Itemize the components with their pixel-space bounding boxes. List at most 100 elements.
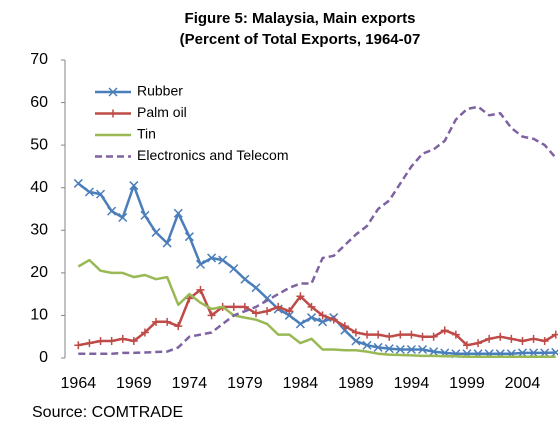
marker — [351, 328, 360, 337]
marker — [207, 253, 217, 263]
chart-subtitle: (Percent of Total Exports, 1964-07 — [180, 31, 421, 48]
marker — [96, 189, 106, 199]
marker — [118, 212, 128, 223]
marker — [151, 227, 161, 237]
legend-marker — [109, 109, 117, 118]
marker — [451, 330, 460, 339]
marker — [518, 336, 527, 345]
chart-title: Figure 5: Malaysia, Main exports — [185, 10, 416, 27]
marker — [551, 347, 558, 357]
x-tick-label: 1989 — [338, 375, 374, 392]
marker — [173, 208, 183, 218]
marker — [174, 322, 183, 331]
y-tick-label: 50 — [30, 136, 48, 153]
marker — [84, 187, 94, 197]
marker — [540, 336, 549, 345]
marker — [507, 334, 516, 343]
marker — [295, 319, 305, 329]
marker — [163, 317, 172, 326]
x-tick-label: 1979 — [227, 375, 263, 392]
marker — [474, 339, 483, 348]
marker — [307, 302, 316, 311]
y-tick-label: 20 — [30, 264, 48, 281]
marker — [296, 292, 305, 301]
marker — [318, 317, 328, 327]
marker — [240, 302, 249, 311]
marker — [196, 285, 205, 294]
marker — [263, 307, 272, 316]
marker — [329, 315, 338, 324]
series-line — [78, 288, 557, 347]
marker — [129, 336, 138, 345]
y-tick-label: 0 — [39, 349, 48, 366]
marker — [529, 334, 538, 343]
marker — [318, 311, 327, 320]
y-tick-label: 10 — [30, 307, 48, 324]
marker — [306, 313, 317, 323]
legend-label: Tin — [137, 126, 156, 142]
marker — [551, 330, 558, 339]
x-tick-label: 1964 — [61, 375, 97, 392]
marker — [229, 264, 239, 274]
marker — [274, 302, 283, 311]
x-tick-label: 1984 — [283, 375, 319, 392]
marker — [129, 181, 139, 191]
marker — [418, 332, 427, 341]
marker — [284, 310, 294, 320]
source-note: Source: COMTRADE — [32, 404, 183, 421]
marker — [118, 334, 127, 343]
marker — [407, 330, 416, 339]
marker — [340, 322, 349, 331]
x-tick-label: 1974 — [172, 375, 208, 392]
marker — [396, 330, 405, 339]
x-tick-label: 1999 — [449, 375, 485, 392]
marker — [107, 206, 117, 216]
y-tick-label: 30 — [30, 222, 48, 239]
marker — [240, 274, 250, 284]
marker — [229, 302, 238, 311]
marker — [207, 311, 216, 320]
marker — [384, 344, 394, 354]
marker — [418, 344, 428, 355]
marker — [251, 283, 261, 293]
marker — [152, 317, 161, 326]
marker — [73, 178, 83, 188]
marker — [162, 238, 172, 248]
y-tick-label: 60 — [30, 94, 48, 111]
marker — [140, 328, 149, 337]
legend-label: Palm oil — [137, 104, 187, 120]
marker — [440, 326, 449, 335]
marker — [96, 336, 105, 345]
marker — [496, 332, 505, 341]
marker — [406, 344, 416, 355]
marker — [184, 232, 194, 242]
marker — [363, 330, 372, 339]
marker — [140, 210, 150, 220]
marker — [462, 341, 471, 350]
marker — [195, 259, 205, 269]
marker — [485, 334, 494, 343]
marker — [85, 339, 94, 348]
marker — [74, 341, 83, 350]
marker — [251, 309, 260, 318]
legend-label: Rubber — [137, 83, 183, 99]
x-tick-label: 2004 — [505, 375, 541, 392]
series-line — [77, 258, 556, 358]
legend-label: Electronics and Telecom — [137, 147, 288, 163]
x-tick-label: 1969 — [116, 375, 152, 392]
series-line — [78, 105, 557, 355]
y-tick-label: 70 — [30, 51, 48, 68]
legend-marker — [108, 87, 118, 97]
marker — [362, 340, 372, 350]
marker — [385, 332, 394, 341]
marker — [373, 342, 383, 352]
marker — [107, 336, 116, 345]
x-tick-label: 1994 — [394, 375, 430, 392]
marker — [429, 332, 438, 341]
marker — [285, 307, 294, 316]
marker — [429, 347, 439, 357]
marker — [351, 336, 361, 346]
y-tick-label: 40 — [30, 179, 48, 196]
marker — [374, 330, 383, 339]
